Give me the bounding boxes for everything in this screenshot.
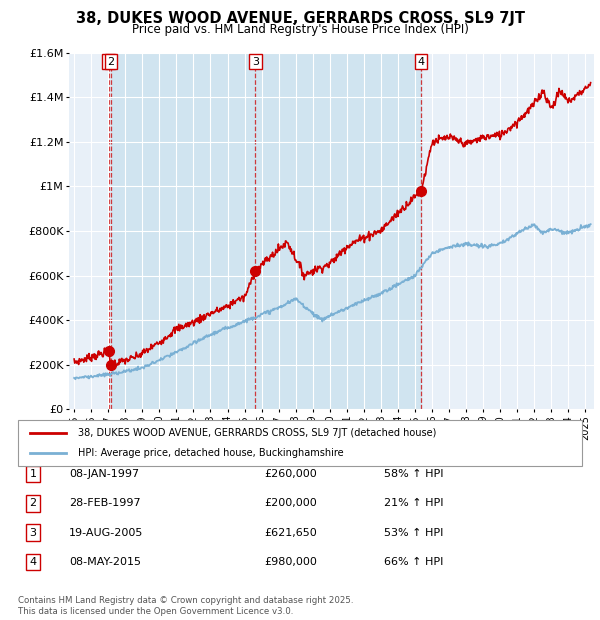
Text: 3: 3: [252, 56, 259, 66]
Text: £621,650: £621,650: [264, 528, 317, 538]
Text: 3: 3: [29, 528, 37, 538]
Text: 4: 4: [418, 56, 425, 66]
Text: 53% ↑ HPI: 53% ↑ HPI: [384, 528, 443, 538]
Text: £200,000: £200,000: [264, 498, 317, 508]
Text: 38, DUKES WOOD AVENUE, GERRARDS CROSS, SL9 7JT: 38, DUKES WOOD AVENUE, GERRARDS CROSS, S…: [76, 11, 524, 26]
Text: Contains HM Land Registry data © Crown copyright and database right 2025.
This d: Contains HM Land Registry data © Crown c…: [18, 596, 353, 616]
Text: 4: 4: [29, 557, 37, 567]
Text: 2: 2: [107, 56, 115, 66]
Text: 1: 1: [105, 56, 112, 66]
Text: 66% ↑ HPI: 66% ↑ HPI: [384, 557, 443, 567]
Text: 2: 2: [29, 498, 37, 508]
Text: 08-MAY-2015: 08-MAY-2015: [69, 557, 141, 567]
Text: 38, DUKES WOOD AVENUE, GERRARDS CROSS, SL9 7JT (detached house): 38, DUKES WOOD AVENUE, GERRARDS CROSS, S…: [78, 428, 436, 438]
Text: Price paid vs. HM Land Registry's House Price Index (HPI): Price paid vs. HM Land Registry's House …: [131, 23, 469, 36]
Text: 58% ↑ HPI: 58% ↑ HPI: [384, 469, 443, 479]
Text: 21% ↑ HPI: 21% ↑ HPI: [384, 498, 443, 508]
Text: £260,000: £260,000: [264, 469, 317, 479]
Text: 08-JAN-1997: 08-JAN-1997: [69, 469, 139, 479]
Bar: [111, 53, 421, 409]
Text: 28-FEB-1997: 28-FEB-1997: [69, 498, 140, 508]
Text: £980,000: £980,000: [264, 557, 317, 567]
Text: 19-AUG-2005: 19-AUG-2005: [69, 528, 143, 538]
Text: HPI: Average price, detached house, Buckinghamshire: HPI: Average price, detached house, Buck…: [78, 448, 344, 458]
Text: 1: 1: [29, 469, 37, 479]
